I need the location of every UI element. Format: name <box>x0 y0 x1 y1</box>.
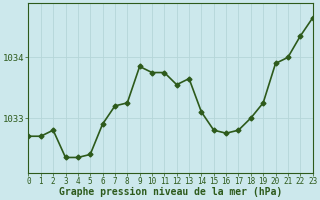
X-axis label: Graphe pression niveau de la mer (hPa): Graphe pression niveau de la mer (hPa) <box>59 187 282 197</box>
